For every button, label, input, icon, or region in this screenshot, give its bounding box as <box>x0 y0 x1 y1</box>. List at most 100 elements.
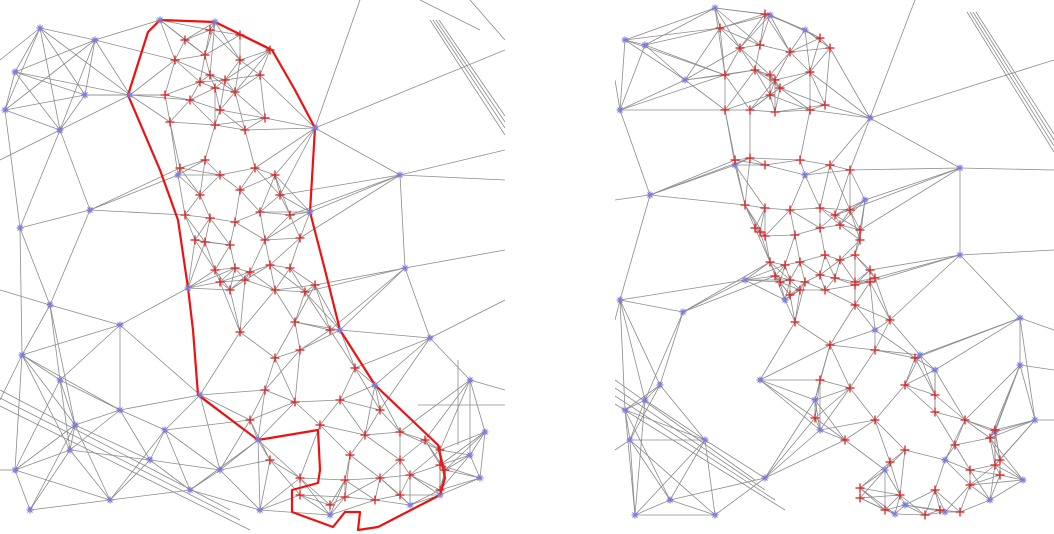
mesh-edge <box>774 87 781 113</box>
mesh-edge <box>254 127 316 169</box>
mesh-edge <box>669 439 706 501</box>
mesh-edge <box>854 304 876 331</box>
mesh-edge <box>239 167 256 191</box>
coarse-nodes <box>616 4 1039 519</box>
mesh-edge <box>299 477 331 516</box>
mesh-edge <box>199 194 211 219</box>
coarse-node-marker <box>1031 416 1039 424</box>
mesh-edge <box>469 454 481 479</box>
refined-node-marker <box>290 397 300 407</box>
refined-node-marker <box>790 317 800 327</box>
mesh-edge <box>409 464 441 476</box>
mesh-edge <box>724 47 741 76</box>
refined-node-marker <box>935 505 945 515</box>
mesh-edge <box>219 167 256 176</box>
mesh-edge <box>819 429 846 441</box>
mesh-edge <box>174 59 211 76</box>
mesh-edge <box>759 207 766 233</box>
mesh-edge <box>839 259 856 283</box>
coarse-node-marker <box>781 296 789 304</box>
coarse-node-marker <box>621 36 629 44</box>
mesh-edge <box>615 439 631 451</box>
mesh-edge <box>184 214 196 241</box>
coarse-node-marker <box>211 18 219 26</box>
mesh-edge <box>759 321 796 381</box>
mesh-edge <box>329 479 346 516</box>
refined-node-marker <box>995 455 1005 465</box>
mesh-edge <box>934 369 966 421</box>
mesh-edge <box>239 189 261 213</box>
mesh-edge <box>954 419 966 446</box>
mesh-edge <box>109 429 166 501</box>
mesh-edge <box>769 51 791 76</box>
mesh-edge <box>849 117 871 171</box>
mesh-edge <box>199 331 241 396</box>
refined-node-marker <box>855 493 865 503</box>
mesh-edge <box>799 261 821 276</box>
mesh-edge <box>834 214 841 226</box>
mesh-edge <box>914 317 1021 359</box>
mesh-edge <box>719 13 766 29</box>
mesh-edge <box>619 194 651 301</box>
coarse-node-marker <box>801 26 809 34</box>
mesh-edge <box>234 221 266 241</box>
coarse-node-marker <box>311 124 319 132</box>
mesh-edge <box>874 277 891 321</box>
refined-node-marker <box>395 427 405 437</box>
refined-node-marker <box>870 345 880 355</box>
mesh-edge <box>399 439 426 461</box>
mesh-edge <box>159 19 176 61</box>
mesh-edge <box>769 94 811 111</box>
mesh-edge <box>834 277 856 286</box>
mesh-edge <box>294 399 341 403</box>
mesh-edge <box>899 494 926 516</box>
refined-node-marker <box>375 473 385 483</box>
mesh-edge <box>844 419 876 441</box>
mesh-edge <box>744 275 776 281</box>
mesh-edge <box>615 395 776 501</box>
mesh-edge <box>814 387 851 419</box>
mesh-edge <box>819 379 851 389</box>
coarse-node-marker <box>371 381 379 389</box>
mesh-edge <box>209 29 241 61</box>
mesh-edge <box>994 464 1001 476</box>
coarse-node-marker <box>956 164 964 172</box>
mesh-edge <box>794 281 806 323</box>
coarse-node-marker <box>941 456 949 464</box>
mesh-edge <box>809 47 831 73</box>
coarse-node-marker <box>476 474 484 482</box>
mesh-edge <box>0 405 251 531</box>
refined-node-marker <box>200 50 210 60</box>
mesh-edge <box>904 357 916 386</box>
refined-node-marker <box>815 270 825 280</box>
refined-node-marker <box>760 203 770 213</box>
mesh-edge <box>309 174 401 213</box>
refined-node-marker <box>845 383 855 393</box>
refined-node-marker <box>235 30 245 40</box>
mesh-edge <box>934 459 946 491</box>
mesh-edge <box>919 354 936 396</box>
mesh-edge <box>314 49 505 129</box>
mesh-edge <box>264 237 301 241</box>
mesh-edge <box>682 279 746 313</box>
mesh-edge <box>789 279 801 291</box>
mesh-edge <box>839 224 861 241</box>
mesh-edge <box>204 124 216 161</box>
mesh-edge <box>219 469 261 511</box>
mesh-edge <box>759 231 766 237</box>
refined-node-marker <box>210 83 220 93</box>
coarse-node-marker <box>186 486 194 494</box>
refined-node-marker <box>855 225 865 235</box>
mesh-edge <box>829 47 871 119</box>
refined-node-marker <box>985 433 995 443</box>
mesh-edge <box>859 469 886 489</box>
mesh-edge <box>364 409 381 436</box>
refined-node-marker <box>185 95 195 105</box>
coarse-node-marker <box>766 11 774 19</box>
mesh-edge <box>299 174 401 239</box>
mesh-edge <box>749 79 776 111</box>
mesh-edge <box>374 494 401 501</box>
mesh-edge <box>264 389 296 403</box>
mesh-edge <box>619 79 686 111</box>
